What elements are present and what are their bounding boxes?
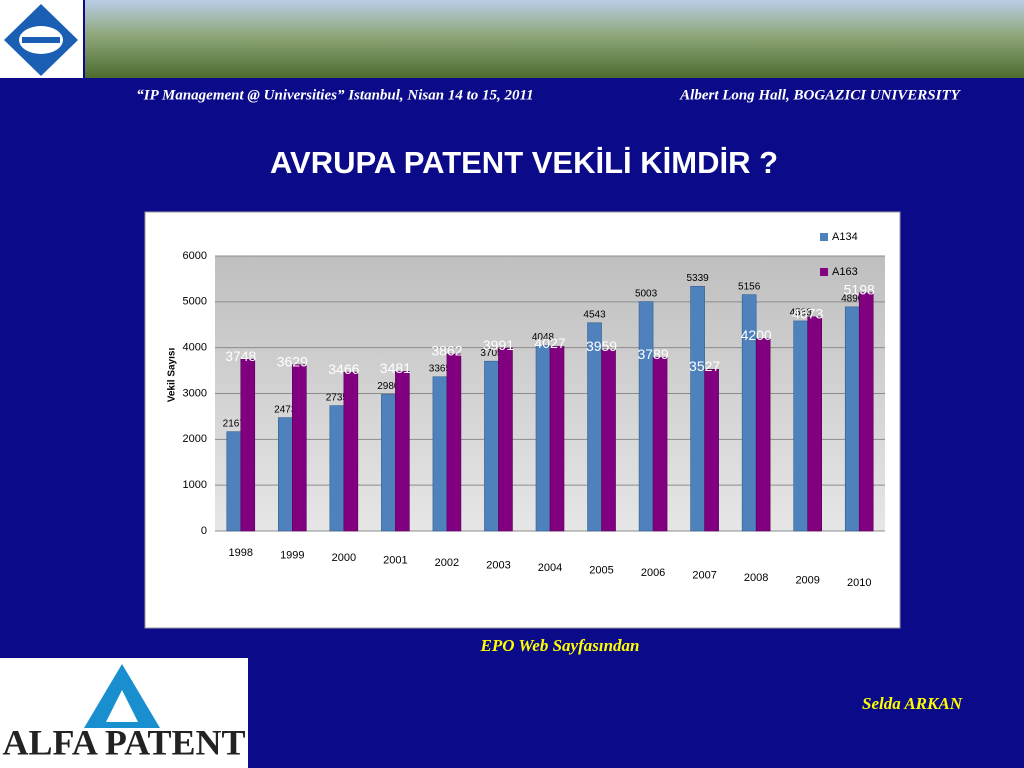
x-tick-label: 2006: [641, 567, 665, 579]
value-label: 3705: [480, 348, 503, 359]
value-label: 2473: [274, 404, 297, 415]
value-label: 5339: [686, 273, 709, 284]
x-tick-label: 2002: [435, 557, 459, 569]
legend-label: A134: [832, 231, 858, 243]
value-label: 4543: [583, 309, 606, 320]
bar: [601, 349, 616, 532]
bar: [278, 417, 293, 532]
value-label: 3365: [429, 363, 452, 374]
bar: [329, 405, 345, 532]
y-tick-label: 3000: [183, 387, 207, 399]
value-label: 4200: [741, 327, 772, 343]
y-tick-label: 6000: [183, 250, 207, 262]
bar: [343, 371, 359, 532]
value-label: 3748: [225, 348, 256, 364]
top-logo-bar: [22, 37, 60, 43]
x-tick-label: 2004: [538, 562, 562, 574]
legend-label: A163: [832, 266, 858, 278]
bar: [793, 320, 808, 532]
x-tick-label: 2009: [795, 574, 819, 586]
value-label: 3527: [689, 358, 720, 374]
value-label: 5003: [635, 288, 658, 299]
source-note: EPO Web Sayfasından: [479, 636, 639, 655]
author: Selda ARKAN: [862, 694, 963, 713]
slide-title: AVRUPA PATENT VEKİLİ KİMDİR ?: [270, 145, 778, 180]
bar: [432, 376, 448, 532]
bar: [652, 357, 668, 532]
x-tick-label: 1999: [280, 549, 304, 561]
chart: 0 1000 2000 3000 4000 5000 6000 A134 A163 1998 216…: [183, 231, 885, 589]
legend-swatch: [820, 233, 828, 241]
value-label: 3959: [586, 338, 617, 354]
value-label: 2167: [223, 418, 246, 429]
x-tick-label: 1998: [229, 547, 253, 559]
bar: [498, 347, 513, 532]
value-label: 2980: [377, 381, 400, 392]
x-tick-label: 2007: [692, 569, 716, 581]
y-axis-title: Vekil Sayısı: [167, 348, 178, 403]
value-label: 4673: [792, 306, 823, 322]
bar: [704, 369, 719, 532]
bar: [638, 301, 654, 532]
y-tick-label: 5000: [183, 296, 207, 308]
value-label: 4027: [534, 335, 565, 351]
bar: [226, 431, 242, 532]
x-tick-label: 2008: [744, 572, 768, 584]
x-tick-label: 2010: [847, 577, 871, 589]
bar: [690, 285, 705, 532]
bar: [755, 338, 771, 532]
value-label: 3629: [277, 353, 308, 369]
bar: [395, 371, 410, 532]
y-tick-label: 4000: [183, 342, 207, 354]
footer-logo-text: ALFA PATENT: [2, 722, 245, 762]
bar: [446, 353, 462, 532]
value-label: 5198: [844, 281, 875, 297]
value-label: 5156: [738, 281, 761, 292]
y-tick-label: 0: [201, 525, 207, 537]
bar: [858, 292, 874, 532]
x-tick-label: 2003: [486, 559, 510, 571]
value-label: 3991: [483, 337, 514, 353]
value-label: 4890: [841, 294, 864, 305]
value-label: 3862: [431, 343, 462, 359]
y-tick-label: 1000: [183, 479, 207, 491]
x-tick-label: 2000: [332, 552, 356, 564]
bar: [535, 345, 551, 532]
y-tick-label: 2000: [183, 433, 207, 445]
legend-swatch: [820, 268, 828, 276]
x-tick-label: 2005: [589, 564, 613, 576]
value-label: 2735: [326, 392, 349, 403]
value-label: 3481: [380, 360, 411, 376]
header-venue: Albert Long Hall, BOGAZICI UNIVERSITY: [679, 87, 961, 103]
header-conference: “IP Management @ Universities” Istanbul,…: [136, 87, 533, 103]
bar: [381, 394, 396, 532]
bar: [549, 346, 565, 532]
bar: [844, 306, 860, 532]
bar: [240, 358, 256, 532]
x-tick-label: 2001: [383, 554, 407, 566]
bar: [484, 360, 499, 532]
banner-photo: [85, 0, 1024, 78]
value-label: 4048: [532, 332, 555, 343]
bar: [807, 316, 822, 532]
value-label: 3466: [328, 361, 359, 377]
value-label: 3789: [637, 346, 668, 362]
footer-logo-cut: [106, 690, 138, 722]
bar: [292, 364, 307, 532]
value-label: 4583: [790, 308, 813, 319]
